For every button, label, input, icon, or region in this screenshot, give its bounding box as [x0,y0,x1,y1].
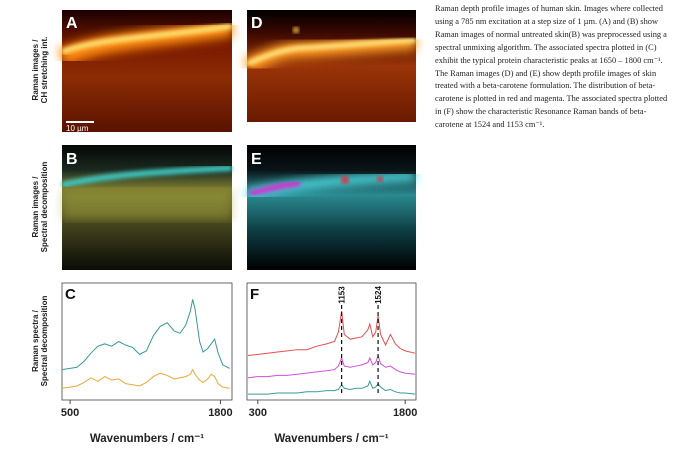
row-label: Spectral decomposition [40,296,49,387]
spectrum-line [247,311,416,357]
spectrum-line [247,353,416,379]
x-tick-label: 1800 [208,407,232,419]
row-label: Raman images / [31,39,40,101]
plot-frame [246,282,417,401]
panel-letter: D [251,15,263,32]
x-axis-label: Wavenumbers / cm⁻¹ [274,433,388,445]
spectrum-line [247,379,416,395]
panel-letter: C [65,286,76,303]
panel-letter: F [250,286,259,303]
image-a [58,10,234,132]
x-tick-label: 1800 [393,407,417,419]
caption: Raman depth profile images of human skin… [435,4,668,130]
row-label: Raman images / [31,176,40,238]
row-label: CH stretching int. [40,37,49,104]
plot-frame [61,282,233,401]
panel-letter: B [66,151,78,168]
image-e [245,145,417,270]
image-b [61,145,233,270]
image-d [243,10,417,122]
scale-bar-label: 10 µm [66,124,89,133]
panel-letter: A [66,15,78,32]
row-label: Spectral decomposition [40,162,49,253]
x-tick-label: 500 [61,407,79,419]
peak-label: 1524 [374,286,383,304]
spectrum-line [61,299,230,371]
figure: Raman images / CH stretching int.Raman im… [31,10,417,445]
x-axis-label: Wavenumbers / cm⁻¹ [90,433,204,445]
row-label: Raman spectra / [31,309,40,372]
panel-letter: E [251,151,262,168]
spectrum-line [61,368,230,389]
x-tick-label: 300 [249,407,267,419]
peak-label: 1153 [338,286,347,304]
